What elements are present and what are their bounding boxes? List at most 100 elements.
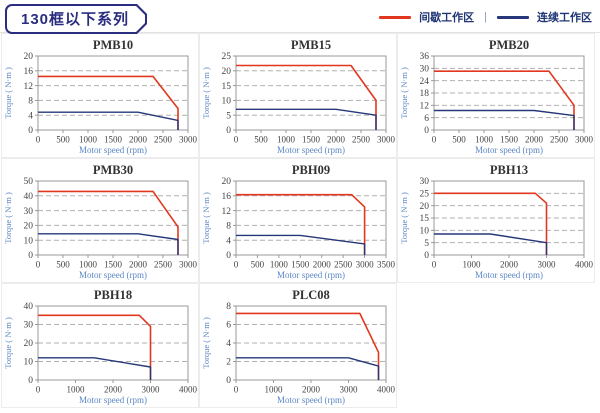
svg-text:3000: 3000: [179, 260, 198, 270]
svg-text:0: 0: [424, 126, 429, 136]
svg-text:500: 500: [452, 135, 466, 145]
chart-canvas-pbh09: PBH09 0 4 8 12 16 20 0 500 1000 1500 2000 2500 3000 35…: [201, 163, 396, 280]
svg-text:0: 0: [28, 376, 33, 386]
svg-text:1000: 1000: [79, 260, 98, 270]
svg-text:PMB20: PMB20: [489, 38, 529, 52]
svg-text:4: 4: [226, 236, 231, 246]
svg-text:Motor speed (rpm): Motor speed (rpm): [277, 145, 345, 155]
svg-text:30: 30: [420, 65, 430, 75]
svg-text:0: 0: [226, 126, 231, 136]
svg-text:4: 4: [28, 111, 33, 121]
chart-cell-pmb20: PMB20 0 6 12 18 24 30 36 0 500 1000 1500 2000 2500 300…: [397, 33, 595, 158]
svg-text:30: 30: [24, 321, 34, 331]
svg-text:500: 500: [251, 260, 265, 270]
continuous-line-swatch: [497, 15, 529, 19]
svg-text:2500: 2500: [334, 260, 353, 270]
svg-text:Motor speed (rpm): Motor speed (rpm): [79, 270, 147, 280]
svg-text:1000: 1000: [475, 135, 494, 145]
svg-text:0: 0: [234, 260, 239, 270]
svg-text:2500: 2500: [154, 260, 173, 270]
svg-text:1500: 1500: [302, 135, 321, 145]
svg-text:0: 0: [28, 126, 33, 136]
svg-text:3500: 3500: [377, 260, 396, 270]
svg-text:Torque ( N·m ): Torque ( N·m ): [3, 192, 13, 244]
svg-text:3000: 3000: [377, 135, 396, 145]
svg-text:8: 8: [226, 222, 231, 232]
chart-cell-plc08: PLC08 0 2 4 6 8 0 1000 2000 3000 4000 Motor speed (…: [199, 283, 397, 408]
svg-text:3000: 3000: [340, 385, 359, 395]
svg-text:20: 20: [24, 222, 34, 232]
svg-text:0: 0: [424, 251, 429, 261]
svg-text:Motor speed (rpm): Motor speed (rpm): [79, 395, 147, 405]
chart-canvas-pmb15: PMB15 0 5 10 15 20 25 0 500 1000 1500 2000 2500 3000 M…: [201, 38, 396, 155]
svg-text:50: 50: [24, 177, 34, 187]
svg-text:2000: 2000: [129, 135, 148, 145]
svg-text:Torque ( N·m ): Torque ( N·m ): [201, 192, 211, 244]
svg-text:12: 12: [222, 207, 232, 217]
chart-canvas-pmb20: PMB20 0 6 12 18 24 30 36 0 500 1000 1500 2000 2500 300…: [399, 38, 594, 155]
svg-text:2000: 2000: [129, 260, 148, 270]
svg-text:30: 30: [24, 207, 34, 217]
svg-text:10: 10: [222, 97, 232, 107]
svg-text:Torque ( N·m ): Torque ( N·m ): [399, 192, 409, 244]
svg-text:6: 6: [424, 114, 429, 124]
svg-text:Motor speed (rpm): Motor speed (rpm): [277, 395, 345, 405]
svg-text:3000: 3000: [179, 135, 198, 145]
svg-text:2500: 2500: [550, 135, 569, 145]
legend-separator: |: [484, 11, 487, 23]
svg-text:0: 0: [36, 385, 41, 395]
svg-text:15: 15: [420, 214, 430, 224]
svg-text:4000: 4000: [377, 385, 396, 395]
svg-text:2000: 2000: [313, 260, 332, 270]
svg-text:2000: 2000: [327, 135, 346, 145]
svg-text:0: 0: [234, 385, 239, 395]
series-title-tag-inner: 130框以下系列: [7, 6, 145, 32]
svg-text:8: 8: [28, 97, 33, 107]
svg-text:500: 500: [56, 135, 70, 145]
svg-text:0: 0: [226, 251, 231, 261]
svg-text:500: 500: [254, 135, 268, 145]
legend: 间歇工作区 | 连续工作区: [379, 9, 592, 25]
legend-continuous-label: 连续工作区: [537, 12, 592, 24]
svg-text:18: 18: [420, 89, 430, 99]
svg-text:PMB15: PMB15: [291, 38, 331, 52]
svg-text:20: 20: [420, 202, 430, 212]
chart-canvas-pmb10: PMB10 0 4 8 12 16 20 0 500 1000 1500 2000 2500 3000 Mo…: [3, 38, 198, 155]
svg-text:2000: 2000: [525, 135, 544, 145]
svg-text:Motor speed (rpm): Motor speed (rpm): [475, 270, 543, 280]
chart-cell-pmb15: PMB15 0 5 10 15 20 25 0 500 1000 1500 2000 2500 3000 M…: [199, 33, 397, 158]
svg-text:1500: 1500: [104, 135, 123, 145]
svg-text:3000: 3000: [538, 260, 557, 270]
svg-text:Torque ( N·m ): Torque ( N·m ): [3, 67, 13, 119]
svg-text:16: 16: [24, 67, 34, 77]
svg-text:3000: 3000: [356, 260, 375, 270]
svg-text:PBH18: PBH18: [94, 288, 132, 302]
svg-text:36: 36: [420, 52, 430, 62]
chart-canvas-pbh13: PBH13 0 5 10 15 20 25 30 0 1000 2000 3000 4000 Motor …: [399, 163, 594, 280]
svg-text:PBH13: PBH13: [490, 163, 528, 177]
svg-text:1500: 1500: [500, 135, 519, 145]
series-title-tag: 130框以下系列: [5, 4, 147, 34]
svg-text:15: 15: [222, 82, 232, 92]
svg-text:PLC08: PLC08: [292, 288, 330, 302]
svg-text:10: 10: [24, 358, 34, 368]
svg-text:Torque ( N·m ): Torque ( N·m ): [3, 317, 13, 369]
svg-text:1000: 1000: [67, 385, 86, 395]
svg-text:4000: 4000: [575, 260, 594, 270]
svg-text:0: 0: [432, 135, 437, 145]
svg-text:Motor speed (rpm): Motor speed (rpm): [277, 270, 345, 280]
svg-text:Torque ( N·m ): Torque ( N·m ): [201, 317, 211, 369]
chart-canvas-plc08: PLC08 0 2 4 6 8 0 1000 2000 3000 4000 Motor speed (…: [201, 288, 396, 405]
svg-text:2000: 2000: [302, 385, 321, 395]
chart-cell-pbh18: PBH18 0 10 20 30 40 0 1000 2000 3000 4000 Motor spe…: [1, 283, 199, 408]
svg-text:2000: 2000: [500, 260, 519, 270]
page-title: 130框以下系列: [21, 11, 130, 28]
svg-text:10: 10: [24, 236, 34, 246]
svg-text:0: 0: [28, 251, 33, 261]
svg-text:1000: 1000: [277, 135, 296, 145]
svg-text:30: 30: [420, 177, 430, 187]
svg-text:20: 20: [222, 177, 232, 187]
svg-text:PBH09: PBH09: [292, 163, 330, 177]
svg-text:Motor speed (rpm): Motor speed (rpm): [79, 145, 147, 155]
